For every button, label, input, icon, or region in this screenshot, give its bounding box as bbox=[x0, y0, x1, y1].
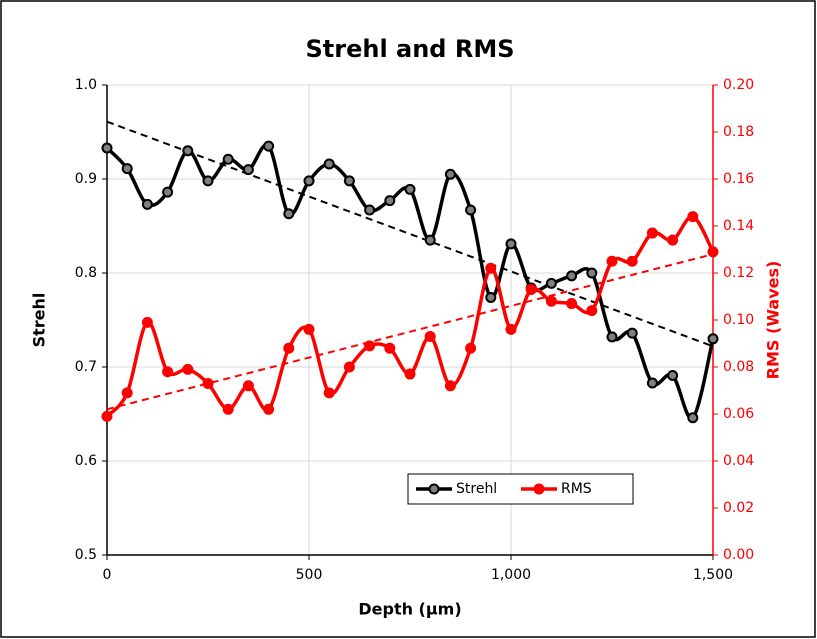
y2-tick-label: 0.10 bbox=[723, 312, 754, 328]
y2-tick-label: 0.06 bbox=[723, 406, 754, 422]
data-point bbox=[606, 255, 618, 267]
data-point bbox=[505, 238, 517, 250]
y-tick-label: 0.5 bbox=[75, 547, 97, 563]
data-point bbox=[202, 377, 214, 389]
x-tick-label: 0 bbox=[103, 567, 112, 583]
data-point bbox=[121, 387, 133, 399]
data-point bbox=[545, 295, 557, 307]
data-point bbox=[242, 380, 254, 392]
data-point bbox=[424, 330, 436, 342]
data-point bbox=[101, 410, 113, 422]
data-point bbox=[687, 211, 699, 223]
y2-tick-label: 0.20 bbox=[723, 77, 754, 93]
data-point bbox=[586, 305, 598, 317]
data-point bbox=[162, 366, 174, 378]
legend-label: Strehl bbox=[456, 481, 497, 497]
data-point bbox=[465, 342, 477, 354]
data-point bbox=[303, 175, 315, 187]
data-point bbox=[263, 403, 275, 415]
legend-marker bbox=[428, 483, 440, 495]
data-point bbox=[182, 145, 194, 157]
y2-tick-label: 0.08 bbox=[723, 359, 754, 375]
y-axis-label: Strehl bbox=[30, 293, 49, 348]
data-point bbox=[525, 283, 537, 295]
y2-axis-label: RMS (Waves) bbox=[764, 261, 783, 380]
data-point bbox=[222, 403, 234, 415]
data-point bbox=[626, 255, 638, 267]
legend-label: RMS bbox=[561, 481, 592, 497]
data-point bbox=[485, 262, 497, 274]
data-point bbox=[162, 186, 174, 198]
x-tick-label: 1,500 bbox=[693, 567, 733, 583]
y2-tick-label: 0.12 bbox=[723, 265, 754, 281]
data-point bbox=[283, 208, 295, 220]
data-point bbox=[667, 234, 679, 246]
y2-tick-label: 0.16 bbox=[723, 171, 754, 187]
x-tick-label: 500 bbox=[296, 567, 323, 583]
data-point bbox=[505, 323, 517, 335]
data-point bbox=[707, 246, 719, 258]
data-point bbox=[707, 333, 719, 345]
data-point bbox=[343, 361, 355, 373]
y2-tick-label: 0.18 bbox=[723, 124, 754, 140]
data-point bbox=[323, 387, 335, 399]
y-tick-label: 1.0 bbox=[75, 77, 97, 93]
data-point bbox=[263, 140, 275, 152]
data-point bbox=[667, 369, 679, 381]
data-point bbox=[646, 227, 658, 239]
data-point bbox=[626, 327, 638, 339]
data-point bbox=[303, 323, 315, 335]
y-tick-label: 0.9 bbox=[75, 171, 97, 187]
data-point bbox=[404, 183, 416, 195]
data-point bbox=[566, 298, 578, 310]
data-point bbox=[384, 342, 396, 354]
y2-tick-label: 0.02 bbox=[723, 500, 754, 516]
data-point bbox=[424, 234, 436, 246]
y2-tick-label: 0.00 bbox=[723, 547, 754, 563]
y2-tick-label: 0.04 bbox=[723, 453, 754, 469]
data-point bbox=[283, 342, 295, 354]
data-point bbox=[545, 277, 557, 289]
y-tick-label: 0.7 bbox=[75, 359, 97, 375]
y-tick-label: 0.6 bbox=[75, 453, 97, 469]
trendline bbox=[106, 253, 714, 411]
data-point bbox=[444, 168, 456, 180]
x-tick-label: 1,000 bbox=[491, 567, 531, 583]
data-point bbox=[606, 331, 618, 343]
y-tick-label: 0.8 bbox=[75, 265, 97, 281]
data-point bbox=[364, 340, 376, 352]
data-point bbox=[384, 195, 396, 207]
data-point bbox=[121, 163, 133, 175]
data-point bbox=[202, 175, 214, 187]
data-point bbox=[646, 377, 658, 389]
y2-tick-label: 0.14 bbox=[723, 218, 754, 234]
data-point bbox=[586, 267, 598, 279]
legend-marker bbox=[533, 483, 545, 495]
data-point bbox=[242, 164, 254, 176]
data-point bbox=[343, 175, 355, 187]
data-point bbox=[566, 270, 578, 282]
data-point bbox=[404, 368, 416, 380]
data-point bbox=[687, 412, 699, 424]
data-point bbox=[364, 204, 376, 216]
data-point bbox=[222, 153, 234, 165]
data-point bbox=[485, 291, 497, 303]
data-point bbox=[444, 380, 456, 392]
data-point bbox=[465, 204, 477, 216]
data-point bbox=[141, 198, 153, 210]
data-point bbox=[141, 316, 153, 328]
chart-title: Strehl and RMS bbox=[305, 35, 514, 63]
x-axis-label: Depth (µm) bbox=[358, 600, 461, 619]
data-point bbox=[323, 158, 335, 170]
data-point bbox=[101, 142, 113, 154]
data-point bbox=[182, 363, 194, 375]
